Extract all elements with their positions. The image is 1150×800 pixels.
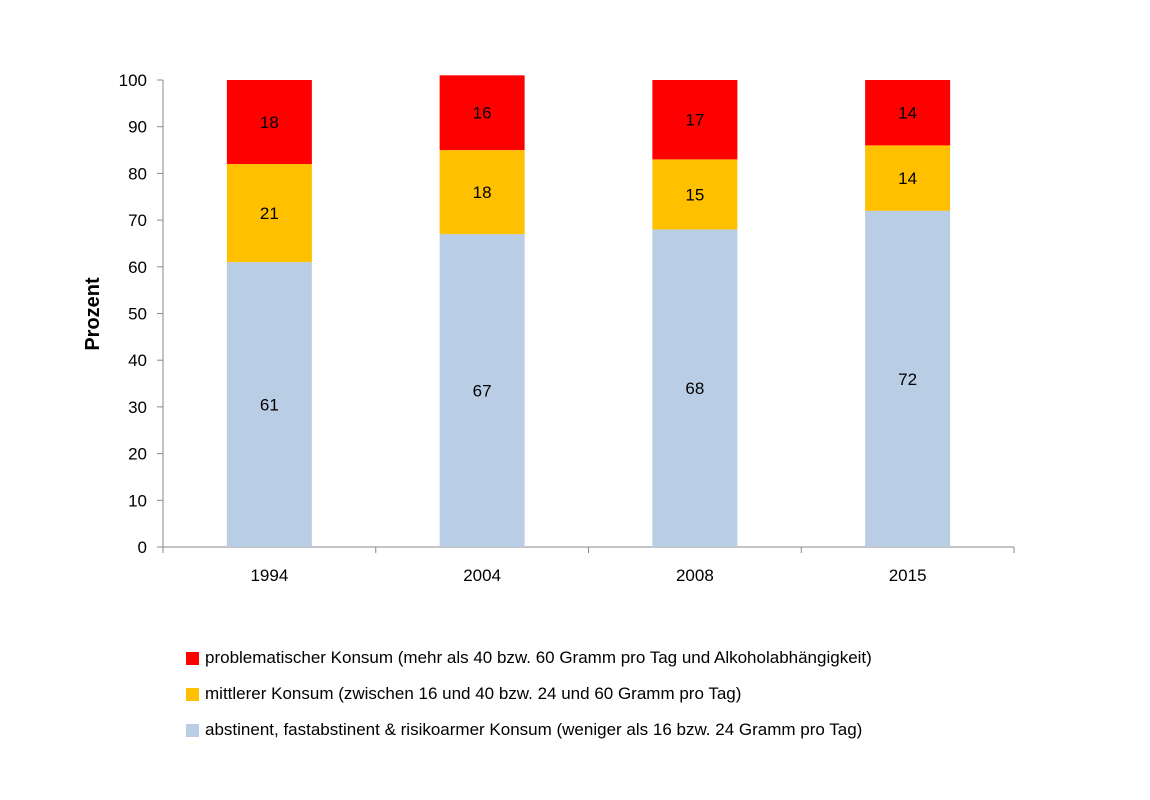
legend-swatch: [186, 651, 199, 665]
bar-segment: [226, 80, 312, 165]
bar-segment: [439, 234, 525, 548]
y-tick-label: 60: [128, 258, 147, 277]
y-tick-label: 40: [128, 351, 147, 370]
chart-svg: 0 10 20 30 40 50 60 70 80 90 100 1994 2004 2008 2015 6…: [82, 71, 1015, 585]
bars: [226, 75, 951, 548]
bar-segment: [439, 150, 525, 235]
y-tick-label: 0: [138, 538, 147, 557]
y-tick-label: 50: [128, 305, 147, 324]
legend-item: mittlerer Konsum (zwischen 16 und 40 bzw…: [186, 676, 1086, 712]
x-tick-label: 1994: [250, 566, 288, 585]
bar-segment: [652, 229, 738, 547]
bar-segment: [652, 80, 738, 160]
y-axis-title: Prozent: [82, 277, 104, 351]
legend-item: problematischer Konsum (mehr als 40 bzw.…: [186, 640, 1086, 676]
legend-label: problematischer Konsum (mehr als 40 bzw.…: [205, 648, 872, 667]
axes: 0 10 20 30 40 50 60 70 80 90 100 1994 2004 2008 2015: [119, 71, 1015, 585]
y-tick-label: 80: [128, 164, 147, 183]
data-label: 67: [473, 382, 492, 401]
data-label: 15: [685, 185, 704, 204]
bar-segment: [226, 164, 312, 263]
data-label: 18: [260, 113, 279, 132]
data-label: 18: [473, 183, 492, 202]
legend-label: mittlerer Konsum (zwischen 16 und 40 bzw…: [205, 684, 742, 703]
y-tick-label: 70: [128, 211, 147, 230]
data-label: 68: [685, 379, 704, 398]
y-tick-label: 10: [128, 491, 147, 510]
legend: problematischer Konsum (mehr als 40 bzw.…: [186, 640, 1086, 748]
bar-segment: [865, 80, 951, 146]
legend-item: abstinent, fastabstinent & risikoarmer K…: [186, 712, 1086, 748]
data-label: 14: [898, 169, 917, 188]
bar-segment: [865, 210, 951, 547]
bar-segment: [865, 145, 951, 211]
data-label: 14: [898, 104, 917, 123]
bar-segment: [439, 75, 525, 151]
x-tick-label: 2008: [676, 566, 714, 585]
bar-segment: [226, 262, 312, 547]
legend-swatch: [186, 723, 199, 737]
y-tick-label: 90: [128, 118, 147, 137]
bar-segment: [652, 159, 738, 230]
legend-swatch: [186, 687, 199, 701]
y-tick-label: 30: [128, 398, 147, 417]
y-tick-label: 100: [119, 71, 147, 90]
x-tick-label: 2015: [889, 566, 927, 585]
data-label: 16: [473, 104, 492, 123]
data-label: 72: [898, 370, 917, 389]
data-label: 61: [260, 396, 279, 415]
data-labels: 61 21 18 67 18 16 68 15 17 72 14 14: [260, 104, 917, 415]
y-tick-label: 20: [128, 445, 147, 464]
data-label: 21: [260, 204, 279, 223]
data-label: 17: [685, 111, 704, 130]
legend-label: abstinent, fastabstinent & risikoarmer K…: [205, 720, 863, 739]
x-tick-label: 2004: [463, 566, 501, 585]
